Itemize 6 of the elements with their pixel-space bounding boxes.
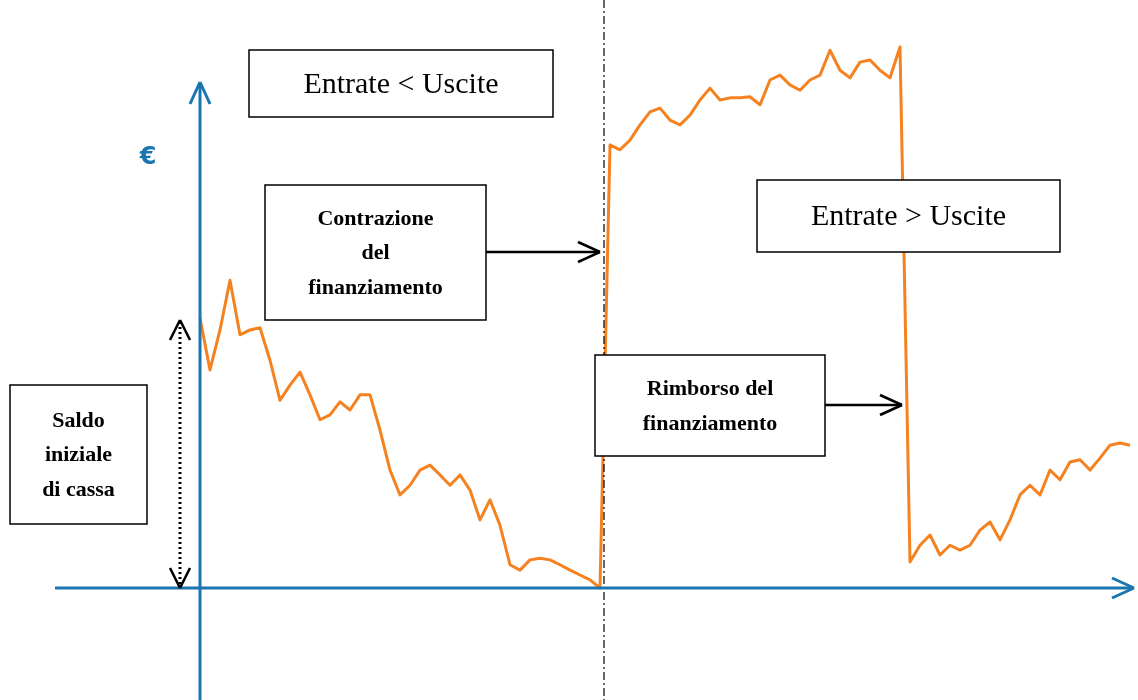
annotation: Contrazione del finanziamento (308, 205, 443, 299)
annotation: Entrate < Uscite (303, 65, 499, 99)
annotation: Entrate > Uscite (810, 198, 1007, 231)
y-axis-title: € (138, 142, 157, 170)
annotation: Rimborso del finanziamento (642, 375, 778, 435)
annotation: Saldo iniziale di cassa (42, 407, 115, 501)
